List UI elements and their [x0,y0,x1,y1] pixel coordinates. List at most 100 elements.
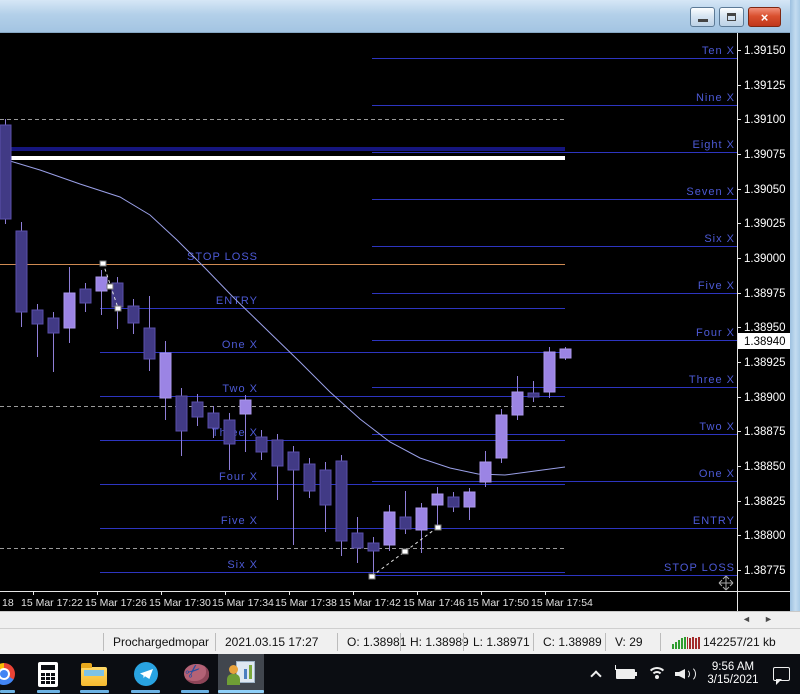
tray-action-center-button[interactable] [766,654,796,694]
time-axis-label: 15 Mar 17:46 [403,597,465,609]
taskbar-snipping-tool-button[interactable]: ✂ [180,654,212,694]
bear-candle [287,451,300,471]
price-axis-label: 1.39075 [744,149,786,161]
price-axis-label: 1.38775 [744,565,786,577]
snipping-tool-icon: ✂ [181,659,209,684]
running-indicator [80,690,109,693]
taskbar-telegram-button[interactable] [130,654,162,694]
time-axis-label: 15 Mar 17:50 [467,597,529,609]
tray-volume-button[interactable] [671,654,699,694]
bear-candle [367,542,380,552]
right-level-label-six-x: Six X [704,233,735,245]
bear-candle [207,412,220,429]
minimize-icon [697,19,708,22]
chart-area[interactable]: STOP LOSS ENTRY One X Two X Three X Four X Fiv… [0,33,790,611]
bar-high: H: 1.38989 [410,635,469,649]
annotation-line-handle[interactable] [99,260,107,267]
bear-candle [47,317,60,334]
navy-band[interactable] [0,147,565,151]
scroll-right-arrow[interactable]: ► [764,614,773,624]
chart-horizontal-scrollbar[interactable]: ◄ ► [0,611,800,628]
status-bar: Prochargedmopar 2021.03.15 17:27 O: 1.38… [0,628,800,654]
close-button[interactable]: × [748,7,781,27]
time-axis-label: 15 Mar 17:30 [149,597,211,609]
left-level-label-stop-loss: STOP LOSS [187,251,258,263]
bar-open: O: 1.38981 [347,635,407,649]
moving-average-line [0,157,566,476]
bear-candle [447,496,460,508]
statusbar-separator [215,633,216,651]
trendline-handle[interactable] [401,548,409,555]
price-axis-label: 1.38850 [744,461,786,473]
left-level-label-four-x: Four X [219,471,258,483]
current-price-value: 1.38940 [744,336,786,348]
bull-candle [383,511,396,546]
statusbar-separator [337,633,338,651]
time-axis-label: 15 Mar 17:38 [275,597,337,609]
scroll-left-arrow[interactable]: ◄ [742,614,751,624]
bar-low: L: 1.38971 [473,635,530,649]
chrome-icon [0,663,15,685]
bull-candle [511,391,524,416]
traffic-counter: 142257/21 kb [703,635,776,649]
tray-battery-button[interactable] [610,654,640,694]
clock-date: 3/15/2021 [707,674,759,686]
price-axis-label: 1.39125 [744,80,786,92]
bear-candle [319,469,332,506]
trendline-handle[interactable] [368,573,376,580]
price-axis-label: 1.39050 [744,184,786,196]
bar-volume: V: 29 [615,635,643,649]
minimize-button[interactable] [690,7,715,27]
price-axis-label: 1.39150 [744,45,786,57]
white-band[interactable] [0,156,565,160]
taskbar: ANTE ✂ [0,654,800,694]
annotation-line[interactable] [102,262,119,309]
price-axis-label: 1.38825 [744,496,786,508]
close-icon: × [760,9,769,25]
bear-candle [175,395,188,432]
right-level-label-seven-x: Seven X [686,186,735,198]
trendline[interactable] [371,526,439,577]
bull-candle [543,351,556,393]
right-level-label-nine-x: Nine X [696,92,735,104]
annotation-line-handle[interactable] [114,305,122,312]
bear-candle [399,516,412,530]
taskbar-chrome-button[interactable] [0,654,16,694]
right-level-label-entry: ENTRY [693,515,735,527]
tray-clock[interactable]: 9:56 AM 3/15/2021 [700,654,766,694]
speaker-icon [675,666,696,682]
telegram-icon [134,662,158,686]
left-level-label-five-x: Five X [221,515,258,527]
tray-expand-button[interactable] [586,654,606,694]
trendline-handle[interactable] [434,524,442,531]
bull-candle [239,399,252,415]
left-level-label-one-x: One X [222,339,258,351]
time-axis-label: 15 Mar 17:42 [339,597,401,609]
bull-candle [559,348,572,359]
time-axis-label: 15 Mar 17:22 [21,597,83,609]
bull-candle [463,491,476,508]
chevron-up-icon [590,670,602,682]
annotation-line-handle[interactable] [106,283,114,290]
time-axis-label: 15 Mar 17:34 [212,597,274,609]
tray-network-button[interactable] [644,654,670,694]
price-axis-label: 1.38975 [744,288,786,300]
bear-candle [191,401,204,418]
price-chart[interactable]: STOP LOSS ENTRY One X Two X Three X Four X Fiv… [0,33,790,611]
right-level-label-three-x: Three X [689,374,735,386]
restore-button[interactable] [719,7,744,27]
window-titlebar: × [0,0,800,33]
statusbar-separator [400,633,401,651]
current-price-tag [738,333,790,349]
taskbar-calculator-button[interactable] [34,654,62,694]
connection-status-icon [672,636,701,649]
price-axis-label: 1.38900 [744,392,786,404]
taskbar-file-explorer-button[interactable] [78,654,110,694]
bar-datetime: 2021.03.15 17:27 [225,635,319,649]
running-indicator [181,690,209,693]
price-axis-label: 1.38950 [744,322,786,334]
bar-close: C: 1.38989 [543,635,602,649]
right-level-label-eight-x: Eight X [693,139,735,151]
metatrader-icon [227,661,255,687]
taskbar-metatrader-button[interactable] [224,654,258,694]
